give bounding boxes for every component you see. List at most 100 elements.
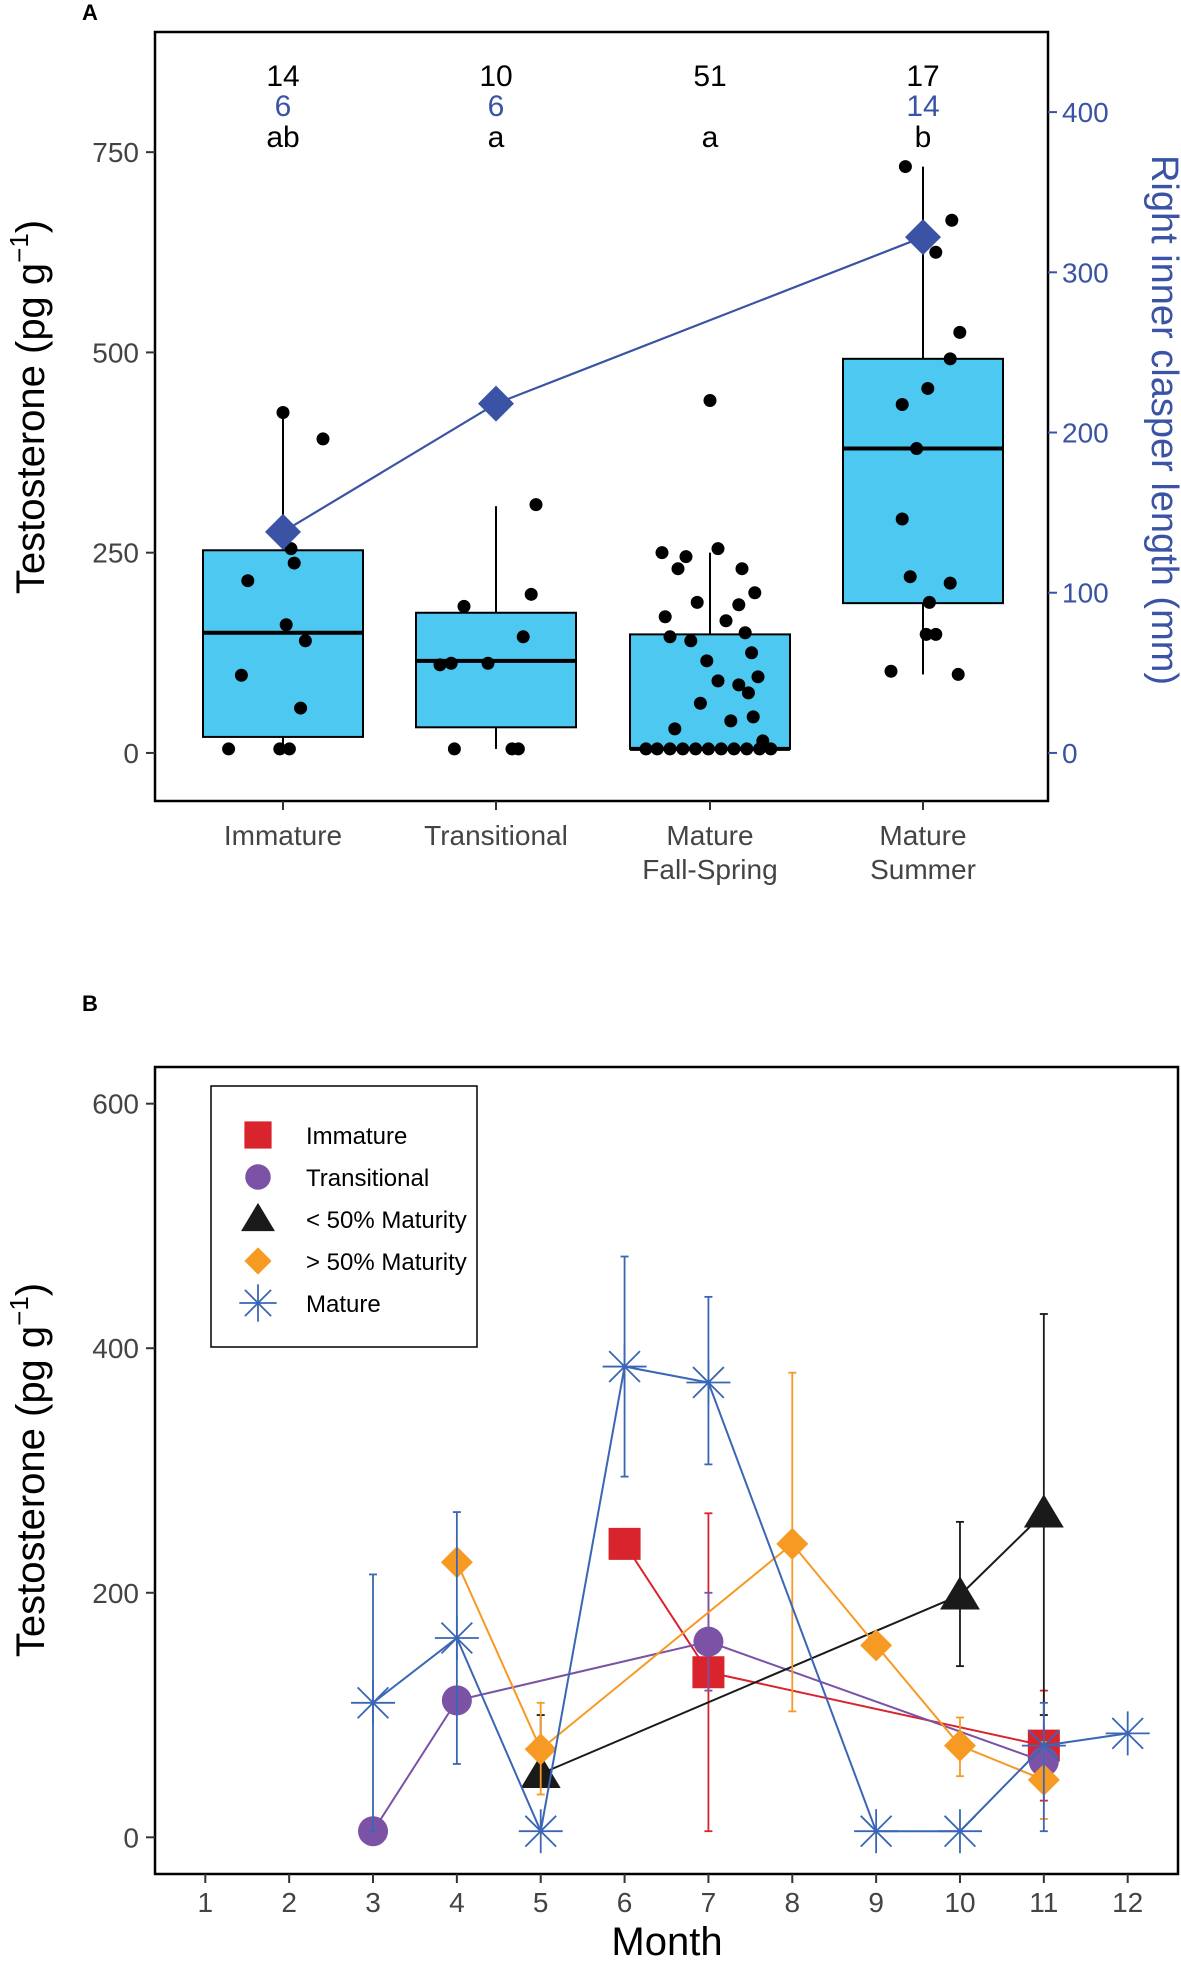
- panel-a-y-axis-title-sup: −1: [4, 233, 34, 263]
- a-y-tick-label-0: 0: [123, 738, 139, 769]
- a-clasper-mean-3: [905, 219, 941, 256]
- b-marker-4-2-stroke-3: [524, 1815, 557, 1848]
- b-marker-4-6-stroke-3: [943, 1815, 977, 1848]
- a-point-0-8: [298, 634, 312, 648]
- a-point-0-7: [279, 618, 293, 632]
- b-y-tick-label-1: 200: [92, 1578, 139, 1609]
- a-point-2-22: [663, 630, 677, 644]
- a-point-2-35: [756, 734, 770, 748]
- a-point-2-20: [658, 610, 672, 624]
- b-x-tick-label-7: 8: [784, 1887, 800, 1918]
- panel-b-y-axis: 0 200 400 600: [92, 1089, 155, 1853]
- a-y2-tick-label-0: 0: [1062, 738, 1078, 769]
- a-point-0-1: [273, 742, 287, 756]
- a-y2-tick-label-4: 400: [1062, 97, 1109, 128]
- a-n-testosterone-2: 51: [693, 60, 726, 93]
- b-x-tick-label-6: 7: [701, 1887, 717, 1918]
- a-point-3-1: [945, 213, 959, 227]
- b-line-4: [372, 1365, 1128, 1835]
- panel-b-x-axis-title: Month: [611, 1920, 722, 1962]
- b-x-tick-label-1: 2: [281, 1887, 297, 1918]
- b-marker-2-2: [1023, 1494, 1064, 1528]
- panel-b-y-axis-title-close: ): [9, 1283, 53, 1296]
- b-y-tick-label-3: 600: [92, 1089, 139, 1120]
- a-point-3-5: [951, 667, 965, 681]
- b-marker-4-0: [351, 1680, 396, 1725]
- a-point-2-34: [668, 722, 682, 736]
- a-point-3-14: [922, 595, 936, 609]
- a-x-label2-2: Fall-Spring: [642, 854, 777, 885]
- a-point-2-0: [639, 742, 653, 756]
- a-point-0-4: [241, 574, 255, 588]
- a-point-2-17: [748, 586, 762, 600]
- a-point-2-24: [684, 634, 698, 648]
- panel-b-plot-frame: [153, 1065, 1180, 1876]
- b-marker-3-2: [776, 1527, 809, 1560]
- panel-b-x-axis: 1 2 3 4 5 6 7 8 9 10 11 12: [198, 1874, 1143, 1918]
- a-clasper-mean-0: [265, 513, 301, 550]
- a-point-2-5: [701, 742, 715, 756]
- a-point-1-9: [529, 498, 543, 512]
- a-point-2-21: [719, 614, 733, 628]
- b-marker-4-0-stroke-3: [356, 1686, 390, 1719]
- a-point-1-4: [444, 656, 458, 670]
- a-point-0-10: [316, 432, 330, 446]
- b-marker-3-4: [943, 1729, 976, 1762]
- b-marker-4-8-stroke-3: [1111, 1717, 1144, 1750]
- a-point-2-10: [764, 742, 778, 756]
- b-x-tick-label-3: 4: [449, 1887, 465, 1918]
- b-marker-4-1: [434, 1616, 479, 1661]
- a-point-2-18: [690, 595, 704, 609]
- b-marker-4-4: [686, 1360, 731, 1405]
- a-point-0-11: [276, 405, 290, 419]
- legend-marker-2: [241, 1202, 275, 1232]
- b-marker-4-5: [854, 1809, 899, 1854]
- panel-a-y2-axis: 0 100 200 300 400: [1048, 97, 1109, 769]
- b-marker-0-0: [608, 1527, 641, 1560]
- a-point-3-11: [910, 442, 924, 456]
- legend-marker-0: [244, 1121, 272, 1149]
- a-point-3-0: [898, 160, 912, 174]
- a-point-2-19: [732, 598, 746, 612]
- b-series-4: [351, 1255, 1150, 1854]
- panel-a-y-axis-title: Testosterone (pg g−1): [4, 220, 53, 594]
- a-point-2-2: [663, 742, 677, 756]
- a-y-tick-label-3: 750: [92, 137, 139, 168]
- a-point-1-6: [481, 656, 495, 670]
- a-point-2-6: [714, 742, 728, 756]
- b-x-tick-label-10: 11: [1029, 1887, 1058, 1918]
- a-point-3-12: [895, 512, 909, 526]
- a-point-2-12: [679, 550, 693, 564]
- a-point-2-11: [655, 546, 669, 560]
- a-x-label-3: Mature: [879, 820, 966, 851]
- a-point-0-9: [294, 701, 308, 715]
- a-point-2-31: [693, 696, 707, 710]
- b-marker-3-1: [524, 1733, 557, 1766]
- a-letter-3: b: [915, 121, 932, 154]
- b-marker-4-7: [1021, 1723, 1066, 1768]
- a-x-label-2: Mature: [666, 820, 753, 851]
- panel-b-label: B: [82, 991, 98, 1016]
- legend-marker-4-stroke-3: [244, 1289, 272, 1317]
- a-point-2-14: [711, 542, 725, 556]
- a-point-2-33: [724, 714, 738, 728]
- a-point-0-2: [282, 742, 296, 756]
- b-x-tick-label-5: 6: [617, 1887, 633, 1918]
- a-point-3-6: [919, 627, 933, 641]
- b-x-tick-label-0: 1: [198, 1887, 214, 1918]
- legend-label-4: Mature: [306, 1291, 381, 1318]
- a-point-3-13: [903, 570, 917, 584]
- a-point-1-2: [511, 742, 525, 756]
- a-point-1-5: [457, 599, 471, 613]
- b-marker-1-2: [693, 1626, 724, 1657]
- a-point-2-4: [689, 742, 703, 756]
- a-point-2-7: [727, 742, 741, 756]
- legend-marker-4: [239, 1284, 277, 1322]
- b-x-tick-label-9: 10: [944, 1887, 975, 1918]
- a-x-label-1: Transitional: [424, 820, 568, 851]
- a-n-clasper-0: 6: [275, 90, 292, 123]
- a-point-3-4: [884, 664, 898, 678]
- a-point-2-23: [738, 626, 752, 640]
